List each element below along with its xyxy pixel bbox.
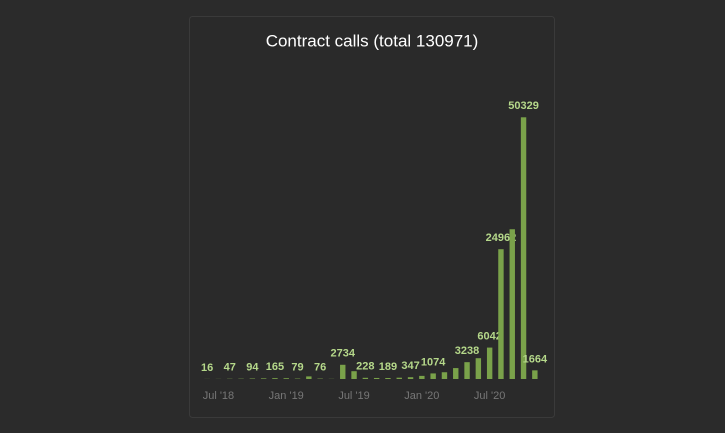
value-label: 24962 <box>486 232 517 244</box>
bar <box>396 377 402 379</box>
bar <box>520 117 527 380</box>
bar <box>475 358 482 379</box>
bar <box>351 371 357 379</box>
x-tick-label: Jul '19 <box>338 390 369 402</box>
bar <box>453 368 459 379</box>
bar <box>419 375 425 379</box>
bar <box>441 372 448 379</box>
bar <box>532 370 538 379</box>
value-label: 2734 <box>331 348 356 360</box>
bar <box>362 377 369 379</box>
value-label: 76 <box>314 362 326 374</box>
bar <box>430 373 436 379</box>
value-label: 50329 <box>508 100 539 112</box>
value-label: 347 <box>401 360 419 372</box>
bar <box>407 377 414 379</box>
value-label: 47 <box>224 362 236 374</box>
bar <box>340 364 346 379</box>
x-tick-label: Jul '18 <box>203 390 234 402</box>
panel <box>189 16 555 418</box>
value-label: 6042 <box>477 330 501 342</box>
bar <box>373 377 380 379</box>
bar <box>498 249 504 379</box>
value-label: 1074 <box>421 356 446 368</box>
value-label: 228 <box>356 361 374 373</box>
value-label: 189 <box>379 361 397 373</box>
value-label: 3238 <box>455 345 479 357</box>
bar <box>260 378 267 379</box>
bar <box>283 378 289 379</box>
bar <box>464 362 470 379</box>
bar <box>306 376 312 379</box>
bar <box>385 378 391 379</box>
value-label: 16 <box>201 362 213 374</box>
bar <box>272 378 278 379</box>
value-label: 165 <box>266 361 284 373</box>
value-label: 1664 <box>523 353 548 365</box>
value-label: 79 <box>291 361 303 373</box>
chart-title: Contract calls (total 130971) <box>266 31 479 50</box>
x-tick-label: Jul '20 <box>474 390 505 402</box>
bar <box>509 229 515 379</box>
x-tick-label: Jan '20 <box>404 390 439 402</box>
value-label: 94 <box>246 361 259 373</box>
bar <box>486 347 493 379</box>
x-tick-label: Jan '19 <box>269 390 304 402</box>
